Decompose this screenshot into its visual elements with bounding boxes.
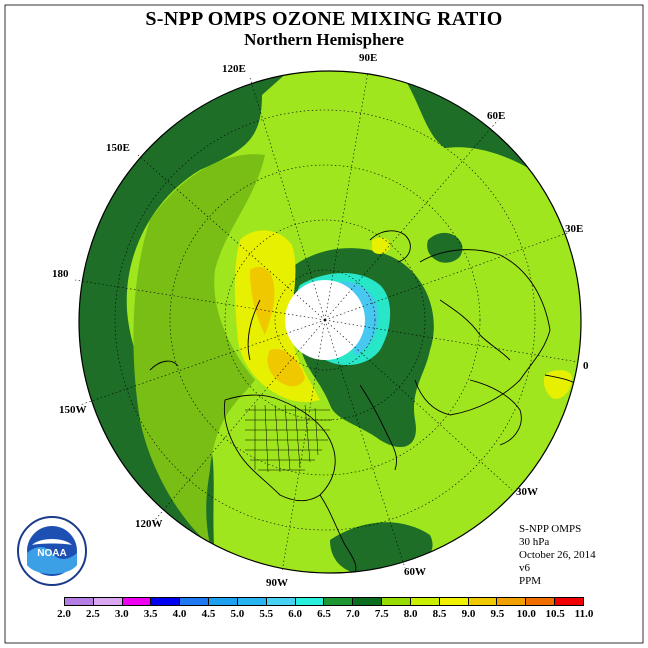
colorbar-tick-label: 2.0: [57, 608, 71, 620]
map-title: S-NPP OMPS OZONE MIXING RATIO: [145, 8, 503, 30]
colorbar-tick-label: 9.5: [490, 608, 505, 620]
lon-label-0: 0: [583, 360, 589, 372]
colorbar-segment: [439, 598, 469, 605]
info-block: S-NPP OMPS 30 hPa October 26, 2014 v6 PP…: [519, 523, 596, 588]
lon-label-90e: 90E: [359, 52, 378, 64]
info-units: PPM: [519, 575, 542, 587]
ozone-band-mid: [133, 154, 265, 545]
ozone-high-yellow-3: [543, 370, 572, 399]
colorbar-tick-label: 9.0: [461, 608, 476, 620]
lon-label-120w: 120W: [135, 518, 163, 530]
colorbar-segment: [295, 598, 325, 605]
lon-label-30w: 30W: [516, 486, 538, 498]
colorbar-tick-label: 4.5: [201, 608, 216, 620]
coastlines: [149, 230, 581, 573]
ozone-blob-east: [427, 232, 463, 263]
noaa-logo: NOAA: [17, 516, 87, 586]
ozone-high-orange-2: [267, 349, 305, 387]
colorbar-tick-label: 7.5: [374, 608, 389, 620]
colorbar-tick-label: 8.5: [432, 608, 447, 620]
colorbar-segment: [526, 598, 556, 605]
colorbar-tick-label: 3.5: [143, 608, 158, 620]
map-subtitle: Northern Hemisphere: [244, 30, 404, 49]
info-version: v6: [519, 562, 530, 574]
colorbar-tick-label: 10.0: [516, 608, 536, 620]
colorbar-tick-label: 8.0: [403, 608, 418, 620]
colorbar-segment: [497, 598, 527, 605]
colorbar: [64, 597, 584, 606]
colorbar-tick-label: 2.5: [86, 608, 100, 620]
colorbar-segment: [151, 598, 181, 605]
colorbar-tick-label: 3.0: [114, 608, 129, 620]
colorbar-segment: [65, 598, 94, 605]
colorbar-segment: [410, 598, 440, 605]
lon-label-150e: 150E: [106, 142, 130, 154]
colorbar-segment: [93, 598, 123, 605]
info-level: 30 hPa: [519, 536, 550, 548]
colorbar-tick-label: 5.0: [230, 608, 245, 620]
noaa-logo-text: NOAA: [37, 548, 66, 559]
colorbar-segment: [382, 598, 411, 605]
lon-label-90w: 90W: [266, 577, 288, 589]
lon-label-60w: 60W: [404, 566, 426, 578]
colorbar-tick-label: 6.0: [288, 608, 302, 620]
usa-hatch: [245, 404, 332, 473]
colorbar-segment: [555, 598, 583, 605]
colorbar-tick-label: 11.0: [574, 608, 594, 620]
colorbar-ticks: 2.0 2.5 3.0 3.5 4.0 4.5 5.0 5.5 6.0 6.5 7.0 7.5 8.0 8…: [49, 608, 599, 622]
graticule: [74, 71, 579, 573]
colorbar-tick-label: 5.5: [259, 608, 274, 620]
ozone-high-orange: [250, 266, 275, 335]
colorbar-segment: [324, 598, 354, 605]
colorbar-tick-label: 4.0: [172, 608, 187, 620]
colorbar-tick-label: 7.0: [346, 608, 360, 620]
map-border: [78, 70, 582, 574]
colorbar-segment: [353, 598, 383, 605]
colorbar-segment: [180, 598, 210, 605]
ozone-band-outer: [79, 71, 290, 560]
plot-frame: [4, 4, 644, 644]
lon-label-150w: 150W: [59, 404, 87, 416]
colorbar-segment: [468, 598, 498, 605]
info-date: October 26, 2014: [519, 549, 596, 561]
colorbar-tick-label: 6.5: [317, 608, 331, 620]
lon-label-30e: 30E: [565, 223, 584, 235]
lon-label-120e: 120E: [222, 63, 246, 75]
colorbar-segment: [266, 598, 296, 605]
colorbar-segment: [209, 598, 238, 605]
lon-label-60e: 60E: [487, 110, 506, 122]
colorbar-tick-label: 10.5: [545, 608, 565, 620]
lon-label-180: 180: [52, 268, 69, 280]
info-instrument: S-NPP OMPS: [519, 523, 582, 535]
colorbar-segment: [237, 598, 267, 605]
colorbar-segment: [122, 598, 152, 605]
